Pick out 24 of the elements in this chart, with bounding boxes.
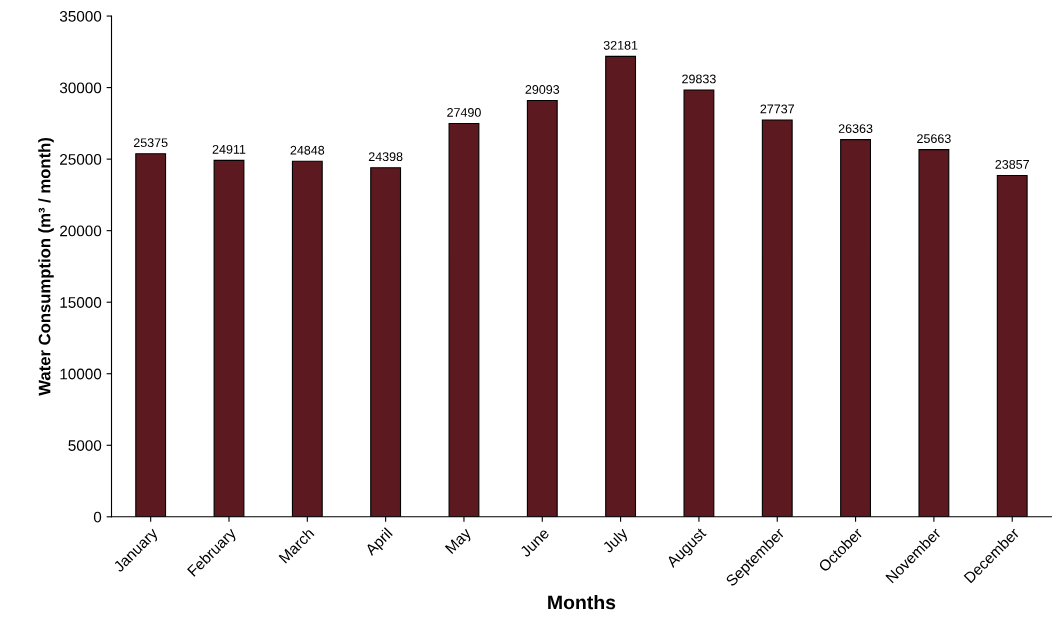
data-label: 29093 bbox=[525, 85, 560, 94]
data-label: 24398 bbox=[368, 152, 403, 162]
y-tick-label: 10000 bbox=[60, 368, 102, 380]
y-tick-label: 30000 bbox=[59, 82, 102, 94]
data-label: 27737 bbox=[760, 104, 795, 114]
data-label: 24848 bbox=[290, 145, 325, 155]
data-label: 25375 bbox=[133, 138, 168, 148]
data-label: 32181 bbox=[603, 40, 638, 50]
data-label: 27490 bbox=[447, 108, 481, 117]
data-label: 25663 bbox=[917, 134, 951, 143]
data-label: 29833 bbox=[682, 74, 716, 84]
y-tick-label: 25000 bbox=[60, 153, 102, 165]
y-tick-label: 35000 bbox=[59, 10, 102, 22]
x-axis-title: Months bbox=[548, 595, 616, 610]
y-tick-label: 5000 bbox=[68, 440, 102, 451]
data-label: 26363 bbox=[838, 124, 873, 133]
x-tick-label: July bbox=[601, 526, 631, 556]
y-axis-title: Water Consumption (m³ / month) bbox=[38, 137, 54, 396]
data-label: 23857 bbox=[995, 159, 1029, 169]
data-label: 24911 bbox=[212, 144, 246, 154]
y-tick-label: 15000 bbox=[60, 297, 102, 308]
y-tick-label: 0 bbox=[93, 511, 102, 523]
x-tick-label: May bbox=[444, 526, 475, 557]
y-tick-label: 20000 bbox=[60, 225, 102, 237]
